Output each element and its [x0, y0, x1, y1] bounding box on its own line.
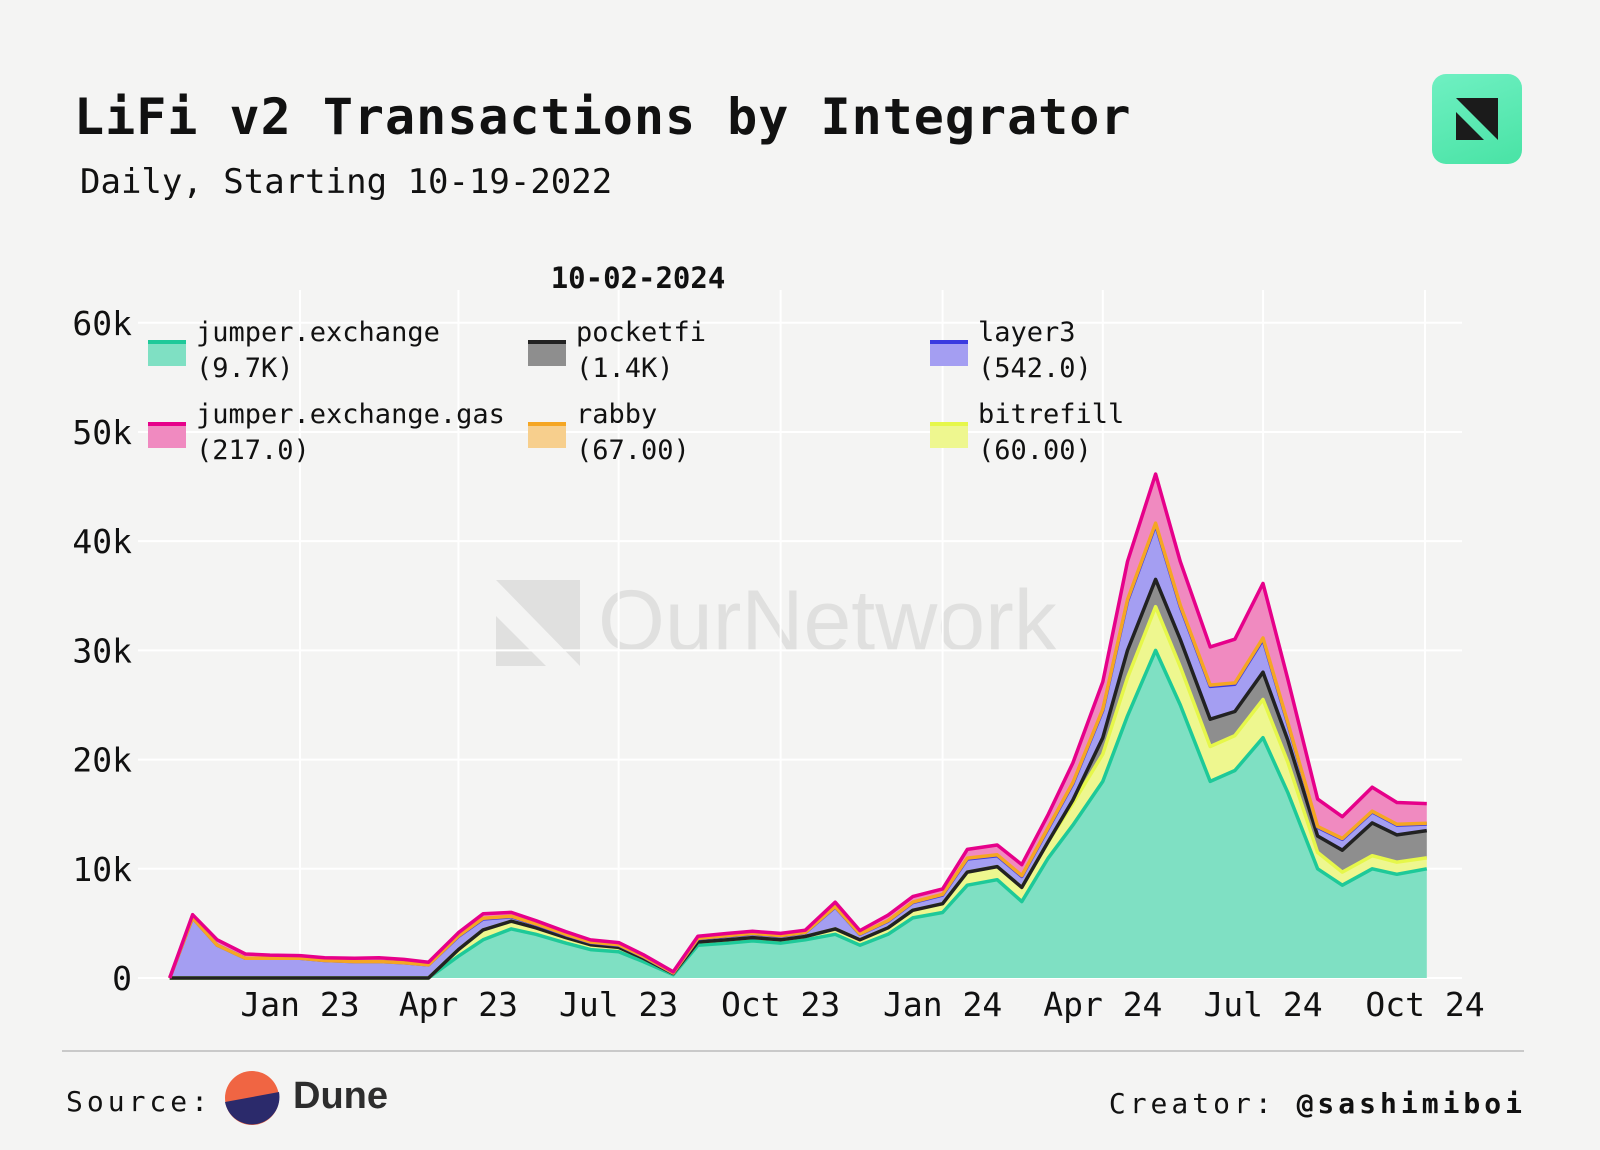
line-rabby [168, 521, 1427, 979]
x-tick-label: Jan 23 [240, 985, 359, 1024]
y-tick-label: 40k [72, 522, 132, 561]
legend-value: (9.7K) [196, 353, 294, 384]
legend-item[interactable]: rabby (67.00) [528, 399, 690, 466]
footer-divider [62, 1050, 1524, 1052]
legend-item[interactable]: pocketfi (1.4K) [528, 317, 706, 384]
chart-subtitle: Daily, Starting 10-19-2022 [80, 162, 613, 202]
legend-swatch-line [930, 422, 968, 426]
legend-value: (542.0) [978, 353, 1092, 384]
dune-logo-icon [225, 1071, 280, 1125]
legend-item[interactable]: layer3 (542.0) [930, 317, 1092, 384]
y-tick-label: 20k [72, 741, 132, 780]
legend-swatch [528, 342, 566, 366]
line-jumper-exchange-gas [168, 472, 1427, 979]
legend-label: jumper.exchange.gas [196, 399, 505, 430]
legend-label: rabby [576, 399, 657, 430]
legend-swatch-line [930, 340, 968, 344]
legend-item[interactable]: jumper.exchange (9.7K) [148, 317, 440, 384]
watermark: OurNetwork [496, 573, 1058, 669]
legend-swatch [148, 342, 186, 366]
legend-label: bitrefill [978, 399, 1124, 430]
y-tick-label: 60k [72, 304, 132, 343]
y-tick-label: 30k [72, 631, 132, 670]
legend-swatch [528, 424, 566, 448]
watermark-text: OurNetwork [598, 573, 1058, 669]
source-name: Dune [293, 1075, 388, 1117]
y-tick-label: 50k [72, 413, 132, 452]
legend-label: layer3 [978, 317, 1076, 348]
x-tick-label: Jul 24 [1203, 985, 1322, 1024]
series-areas [169, 474, 1427, 978]
creator-label: Creator: [1108, 1087, 1276, 1120]
ournetwork-logo-icon [1432, 74, 1522, 164]
chart: OurNetwork 0 10k 20k 30k 40k 50k 60k Jan 23 Apr… [72, 261, 1484, 1024]
legend-swatch [930, 424, 968, 448]
area-jumper-exchange [169, 650, 1427, 978]
x-tick-label: Apr 23 [399, 985, 518, 1024]
x-tick-label: Oct 23 [721, 985, 840, 1024]
legend-label: jumper.exchange [196, 317, 440, 348]
legend-value: (60.00) [978, 435, 1092, 466]
legend-swatch-line [528, 340, 566, 344]
x-tick-label: Jul 23 [559, 985, 678, 1024]
legend-swatch-line [148, 340, 186, 344]
legend-value: (217.0) [196, 435, 310, 466]
x-axis: Jan 23 Apr 23 Jul 23 Oct 23 Jan 24 Apr 24 Jul … [240, 985, 1484, 1024]
series-lines [168, 472, 1428, 980]
legend: jumper.exchange (9.7K) pocketfi (1.4K) layer… [148, 317, 1124, 466]
creator-handle: @sashimiboi [1296, 1087, 1526, 1120]
y-tick-label: 10k [72, 850, 132, 889]
line-pocketfi [169, 577, 1428, 980]
x-tick-label: Apr 24 [1043, 985, 1162, 1024]
legend-value: (1.4K) [576, 353, 674, 384]
hover-date-label: 10-02-2024 [551, 261, 726, 295]
legend-swatch [930, 342, 968, 366]
legend-item[interactable]: jumper.exchange.gas (217.0) [148, 399, 505, 466]
legend-label: pocketfi [576, 317, 706, 348]
legend-swatch-line [148, 422, 186, 426]
x-tick-label: Oct 24 [1365, 985, 1484, 1024]
legend-value: (67.00) [576, 435, 690, 466]
y-tick-label: 0 [112, 959, 132, 998]
y-axis: 0 10k 20k 30k 40k 50k 60k [72, 304, 132, 998]
legend-swatch [148, 424, 186, 448]
creator-credit: Creator: @sashimiboi [1109, 1087, 1526, 1120]
x-tick-label: Jan 24 [883, 985, 1002, 1024]
source-label: Source: [66, 1085, 213, 1118]
legend-item[interactable]: bitrefill (60.00) [930, 399, 1124, 466]
chart-title: LiFi v2 Transactions by Integrator [74, 88, 1132, 146]
legend-swatch-line [528, 422, 566, 426]
